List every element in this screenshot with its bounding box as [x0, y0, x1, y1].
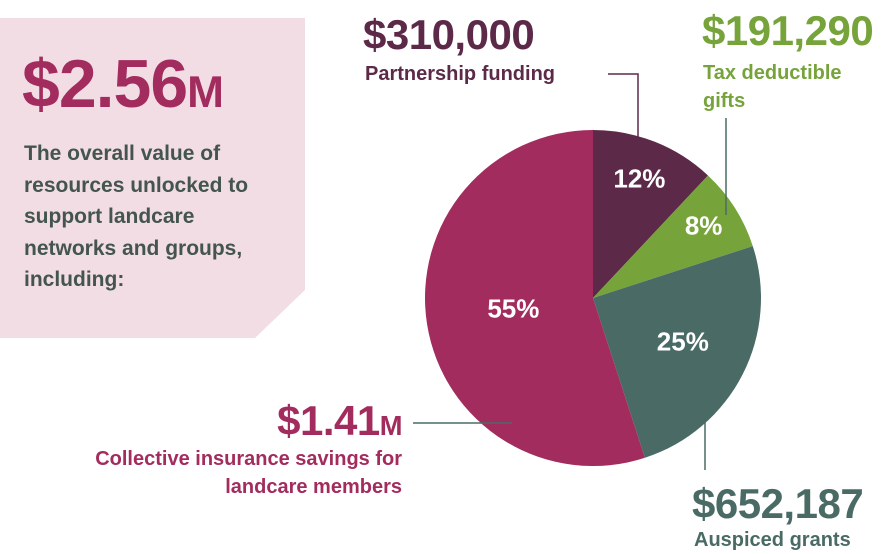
pie: 12% 8% 25% 55%: [425, 130, 761, 467]
category-label: Partnership funding: [365, 63, 555, 85]
amount-label: $310,000: [363, 11, 535, 58]
value-label: 8%: [685, 211, 723, 241]
total-value: $2.56M: [22, 46, 224, 122]
pie-slice: [593, 246, 761, 458]
callout-description: The overall value of resources unlocked …: [24, 142, 249, 291]
value-label: 55%: [487, 293, 539, 323]
category-label: Tax deductible gifts: [703, 62, 842, 112]
category-label: Auspiced grants: [694, 529, 851, 551]
pie-slice: [593, 175, 753, 298]
pie-slice: [425, 130, 645, 467]
value-label: 12%: [613, 164, 665, 194]
callout-box: [0, 18, 305, 338]
pie-slice: [593, 130, 709, 298]
amount-label: $1.41M: [277, 397, 402, 444]
category-label: Collective insurance savings for landcar…: [95, 448, 402, 498]
amount-label: $191,290: [702, 7, 874, 54]
leader-line: [608, 73, 639, 150]
value-label: 25%: [657, 327, 709, 357]
amount-label: $652,187: [692, 480, 864, 527]
